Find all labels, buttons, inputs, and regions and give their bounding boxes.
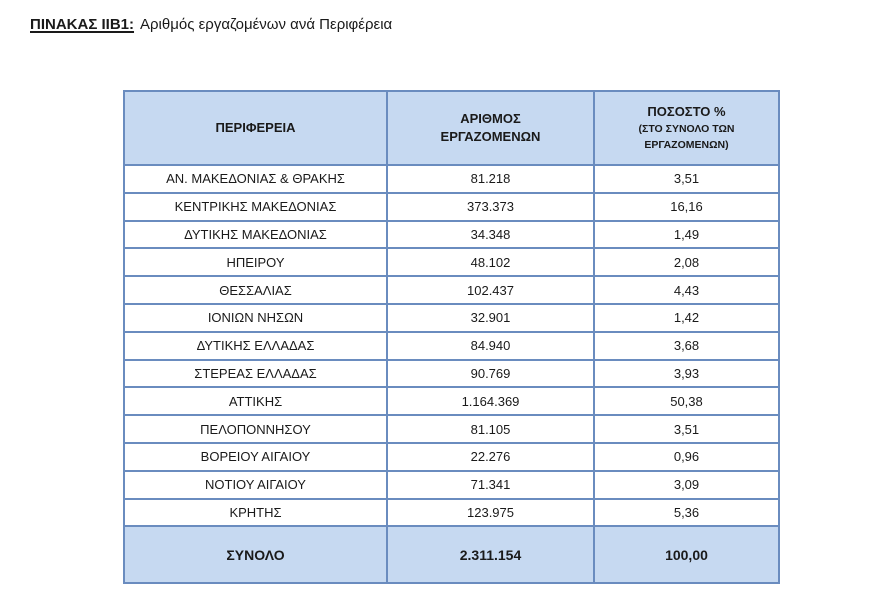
cell-region: ΚΕΝΤΡΙΚΗΣ ΜΑΚΕΔΟΝΙΑΣ — [123, 191, 388, 222]
table-number-label: ΠΙΝΑΚΑΣ ΙΙΒ1: — [30, 16, 135, 33]
cell-percent: 3,51 — [593, 414, 780, 444]
table-row: ΔΥΤΙΚΗΣ ΜΑΚΕΔΟΝΙΑΣ 34.348 1,49 — [123, 219, 780, 250]
cell-region: ΑΤΤΙΚΗΣ — [123, 386, 388, 417]
header-percent: ΠΟΣΟΣΤΟ % (ΣΤΟ ΣΥΝΟΛΟ ΤΩΝ ΕΡΓΑΖΟΜΕΝΩΝ) — [593, 90, 780, 166]
table-row: ΒΟΡΕΙΟΥ ΑΙΓΑΙΟΥ 22.276 0,96 — [123, 441, 780, 472]
cell-region: ΔΥΤΙΚΗΣ ΕΛΛΑΔΑΣ — [123, 330, 388, 361]
header-region: ΠΕΡΙΦΕΡΕΙΑ — [123, 90, 388, 166]
cell-region: ΝΟΤΙΟΥ ΑΙΓΑΙΟΥ — [123, 469, 388, 500]
table-row: ΚΡΗΤΗΣ 123.975 5,36 — [123, 497, 780, 528]
table-row: ΙΟΝΙΩΝ ΝΗΣΩΝ 32.901 1,42 — [123, 302, 780, 333]
header-employees-line2: ΕΡΓΑΖΟΜΕΝΩΝ — [440, 129, 541, 144]
cell-region: ΗΠΕΙΡΟΥ — [123, 247, 388, 278]
table-row: ΗΠΕΙΡΟΥ 48.102 2,08 — [123, 247, 780, 278]
total-employees: 2.311.154 — [386, 525, 595, 585]
header-percent-main: ΠΟΣΟΣΤΟ % — [647, 104, 726, 119]
cell-percent: 3,09 — [593, 469, 780, 500]
cell-region: ΣΤΕΡΕΑΣ ΕΛΛΑΔΑΣ — [123, 358, 388, 389]
cell-region: ΠΕΛΟΠΟΝΝΗΣΟΥ — [123, 414, 388, 444]
cell-region: ΑΝ. ΜΑΚΕΔΟΝΙΑΣ & ΘΡΑΚΗΣ — [123, 164, 388, 194]
cell-percent: 16,16 — [593, 191, 780, 222]
cell-percent: 3,93 — [593, 358, 780, 389]
table-row: ΑΝ. ΜΑΚΕΔΟΝΙΑΣ & ΘΡΑΚΗΣ 81.218 3,51 — [123, 164, 780, 194]
cell-percent: 1,49 — [593, 219, 780, 250]
cell-employees: 373.373 — [386, 191, 595, 222]
cell-employees: 81.105 — [386, 414, 595, 444]
table-row: ΝΟΤΙΟΥ ΑΙΓΑΙΟΥ 71.341 3,09 — [123, 469, 780, 500]
cell-employees: 123.975 — [386, 497, 595, 528]
header-employees-line1: ΑΡΙΘΜΟΣ — [460, 111, 521, 126]
cell-employees: 90.769 — [386, 358, 595, 389]
table-row: ΚΕΝΤΡΙΚΗΣ ΜΑΚΕΔΟΝΙΑΣ 373.373 16,16 — [123, 191, 780, 222]
cell-percent: 0,96 — [593, 441, 780, 472]
cell-employees: 81.218 — [386, 164, 595, 194]
table-row: ΘΕΣΣΑΛΙΑΣ 102.437 4,43 — [123, 275, 780, 305]
cell-employees: 102.437 — [386, 275, 595, 305]
total-percent: 100,00 — [593, 525, 780, 585]
cell-percent: 1,42 — [593, 302, 780, 333]
employees-by-region-table: ΠΕΡΙΦΕΡΕΙΑ ΑΡΙΘΜΟΣ ΕΡΓΑΖΟΜΕΝΩΝ ΠΟΣΟΣΤΟ %… — [123, 90, 780, 585]
header-employees: ΑΡΙΘΜΟΣ ΕΡΓΑΖΟΜΕΝΩΝ — [386, 90, 595, 166]
cell-employees: 1.164.369 — [386, 386, 595, 417]
cell-percent: 3,68 — [593, 330, 780, 361]
cell-employees: 48.102 — [386, 247, 595, 278]
header-region-label: ΠΕΡΙΦΕΡΕΙΑ — [215, 120, 296, 135]
cell-percent: 2,08 — [593, 247, 780, 278]
cell-employees: 71.341 — [386, 469, 595, 500]
total-label: ΣΥΝΟΛΟ — [123, 525, 388, 585]
header-row: ΠΕΡΙΦΕΡΕΙΑ ΑΡΙΘΜΟΣ ΕΡΓΑΖΟΜΕΝΩΝ ΠΟΣΟΣΤΟ %… — [123, 90, 780, 166]
cell-region: ΚΡΗΤΗΣ — [123, 497, 388, 528]
total-row: ΣΥΝΟΛΟ 2.311.154 100,00 — [123, 525, 780, 585]
header-percent-sub1: (ΣΤΟ ΣΥΝΟΛΟ ΤΩΝ — [638, 123, 735, 135]
cell-percent: 4,43 — [593, 275, 780, 305]
cell-employees: 22.276 — [386, 441, 595, 472]
table-row: ΔΥΤΙΚΗΣ ΕΛΛΑΔΑΣ 84.940 3,68 — [123, 330, 780, 361]
cell-region: ΙΟΝΙΩΝ ΝΗΣΩΝ — [123, 302, 388, 333]
cell-employees: 32.901 — [386, 302, 595, 333]
table-row: ΠΕΛΟΠΟΝΝΗΣΟΥ 81.105 3,51 — [123, 414, 780, 444]
cell-percent: 50,38 — [593, 386, 780, 417]
cell-employees: 34.348 — [386, 219, 595, 250]
cell-percent: 3,51 — [593, 164, 780, 194]
cell-region: ΘΕΣΣΑΛΙΑΣ — [123, 275, 388, 305]
table-caption: Αριθμός εργαζομένων ανά Περιφέρεια — [140, 16, 393, 33]
cell-region: ΒΟΡΕΙΟΥ ΑΙΓΑΙΟΥ — [123, 441, 388, 472]
table-row: ΣΤΕΡΕΑΣ ΕΛΛΑΔΑΣ 90.769 3,93 — [123, 358, 780, 389]
header-percent-sub2: ΕΡΓΑΖΟΜΕΝΩΝ) — [644, 139, 729, 151]
cell-employees: 84.940 — [386, 330, 595, 361]
document-title: ΠΙΝΑΚΑΣ ΙΙΒ1: Αριθμός εργαζομένων ανά Περ… — [30, 16, 392, 33]
table-row: ΑΤΤΙΚΗΣ 1.164.369 50,38 — [123, 386, 780, 417]
cell-percent: 5,36 — [593, 497, 780, 528]
cell-region: ΔΥΤΙΚΗΣ ΜΑΚΕΔΟΝΙΑΣ — [123, 219, 388, 250]
